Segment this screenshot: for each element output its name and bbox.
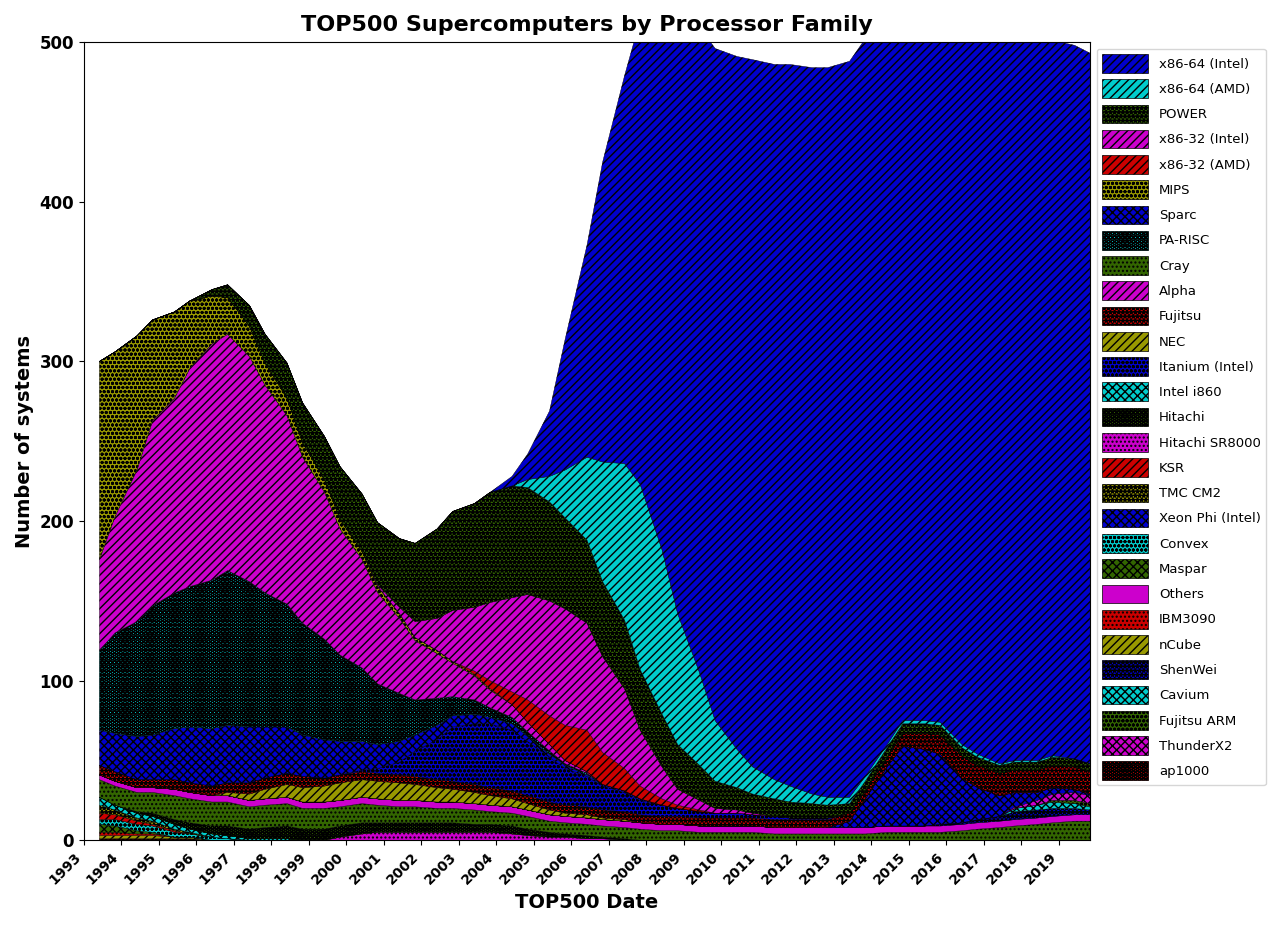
Legend: x86-64 (Intel), x86-64 (AMD), POWER, x86-32 (Intel), x86-32 (AMD), MIPS, Sparc, : x86-64 (Intel), x86-64 (AMD), POWER, x86…: [1097, 49, 1266, 785]
Y-axis label: Number of systems: Number of systems: [15, 335, 35, 548]
Title: TOP500 Supercomputers by Processor Family: TOP500 Supercomputers by Processor Famil…: [301, 15, 872, 35]
X-axis label: TOP500 Date: TOP500 Date: [515, 893, 658, 912]
